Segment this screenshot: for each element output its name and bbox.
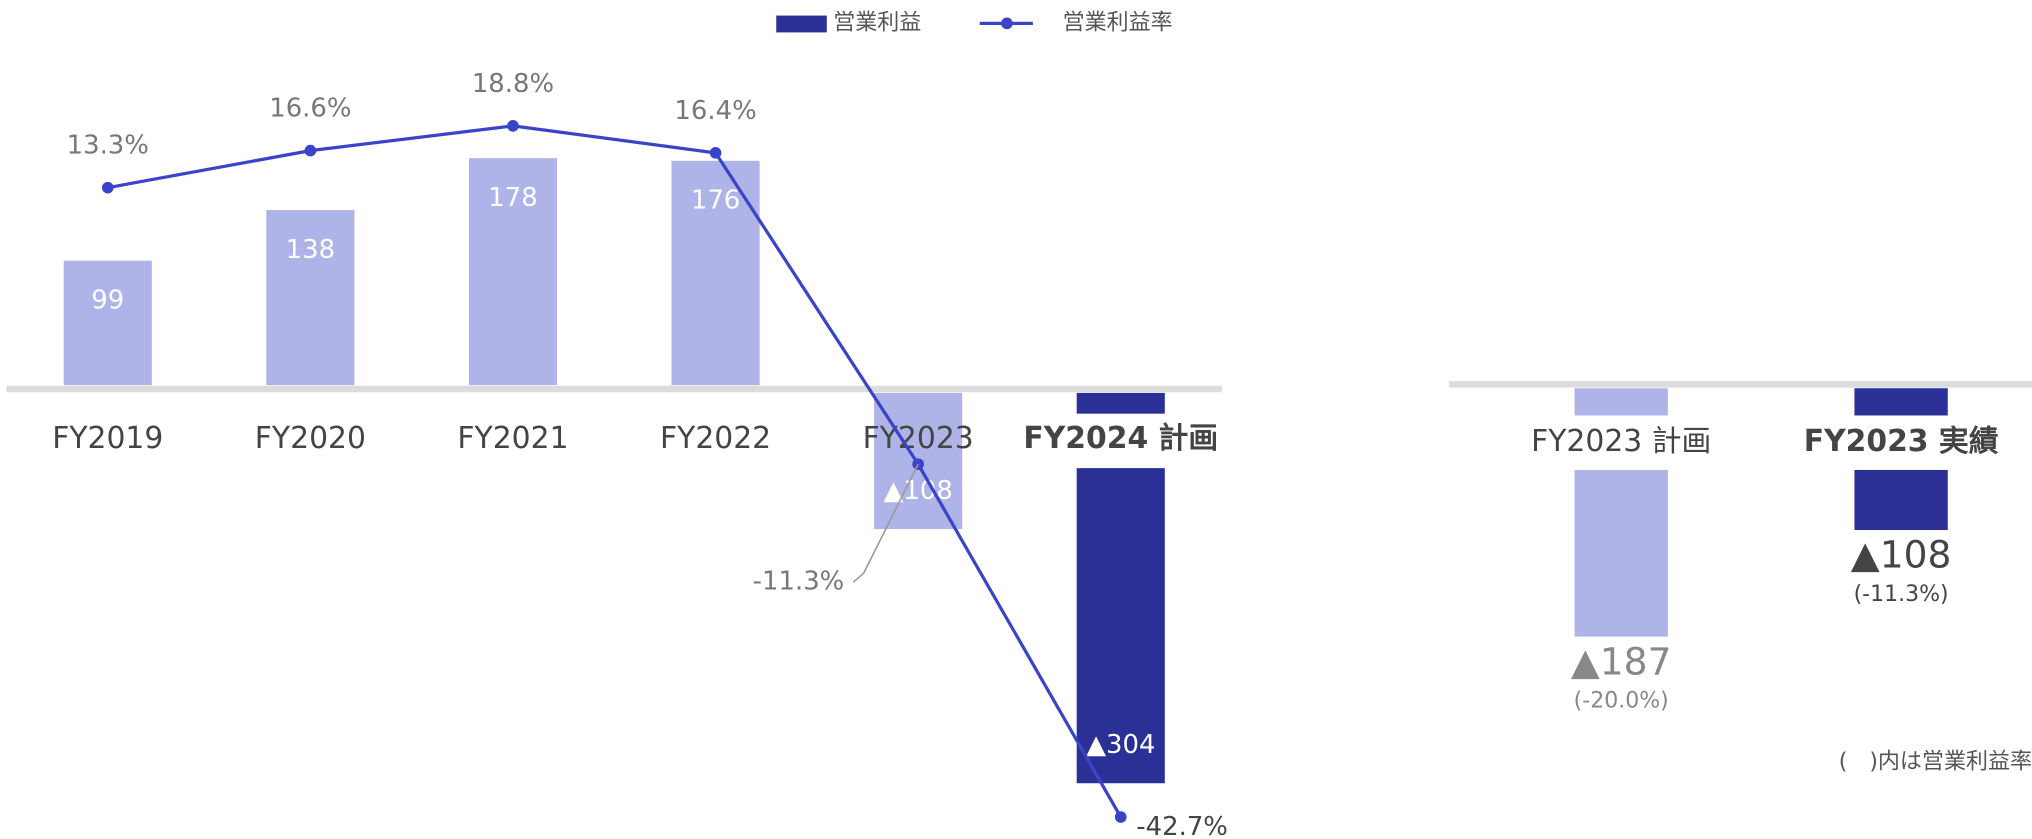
legend-swatch (776, 15, 827, 33)
rate-marker (304, 144, 317, 157)
bar-value-label: ▲187 (1571, 639, 1672, 683)
x-tick-label: FY2023 実績 (1804, 424, 1999, 459)
label-gap (1849, 415, 1953, 470)
x-tick-label: FY2022 (660, 421, 771, 456)
footnote: ( )内は営業利益率 (1839, 749, 2032, 774)
leader-line (852, 463, 919, 583)
label-gap (1569, 415, 1674, 470)
bar-value-label: 178 (488, 183, 537, 213)
x-tick-label: FY2023 計画 (1531, 424, 1711, 459)
label-gap (1068, 413, 1173, 469)
bar (468, 158, 558, 386)
rate-marker (912, 458, 924, 470)
rate-label: (-11.3%) (1854, 582, 1949, 607)
x-tick-label: FY2023 (863, 421, 974, 456)
bar-value-label: 176 (691, 185, 740, 215)
rate-label: -11.3% (753, 567, 845, 597)
rate-label: 16.4% (674, 96, 756, 126)
x-tick-label: FY2021 (457, 421, 568, 456)
legend-label: 営業利益率 (1063, 10, 1173, 35)
rate-line (107, 124, 1123, 818)
bar-value-label: ▲304 (1086, 730, 1155, 760)
rate-label: 13.3% (67, 131, 149, 161)
bar-value-label: ▲108 (1851, 533, 1952, 577)
rate-marker (1114, 811, 1127, 823)
x-tick-label: FY2019 (52, 421, 163, 456)
rate-marker (709, 147, 722, 159)
x-tick-label: FY2024 計画 (1023, 421, 1218, 456)
bar-value-label: 99 (91, 285, 124, 315)
rate-label: 18.8% (472, 69, 554, 99)
bar-value-label: 138 (286, 235, 335, 265)
bar (63, 260, 152, 386)
legend-marker (1001, 17, 1013, 30)
legend-label: 営業利益 (833, 10, 921, 35)
rate-label: 16.6% (269, 94, 351, 124)
rate-label: (-20.0%) (1574, 688, 1669, 713)
bar-value-label: ▲108 (883, 476, 952, 506)
rate-label: -42.7% (1136, 812, 1228, 839)
bar (266, 210, 355, 386)
rate-marker (507, 120, 519, 132)
x-tick-label: FY2020 (255, 421, 366, 456)
rate-marker (101, 181, 114, 194)
